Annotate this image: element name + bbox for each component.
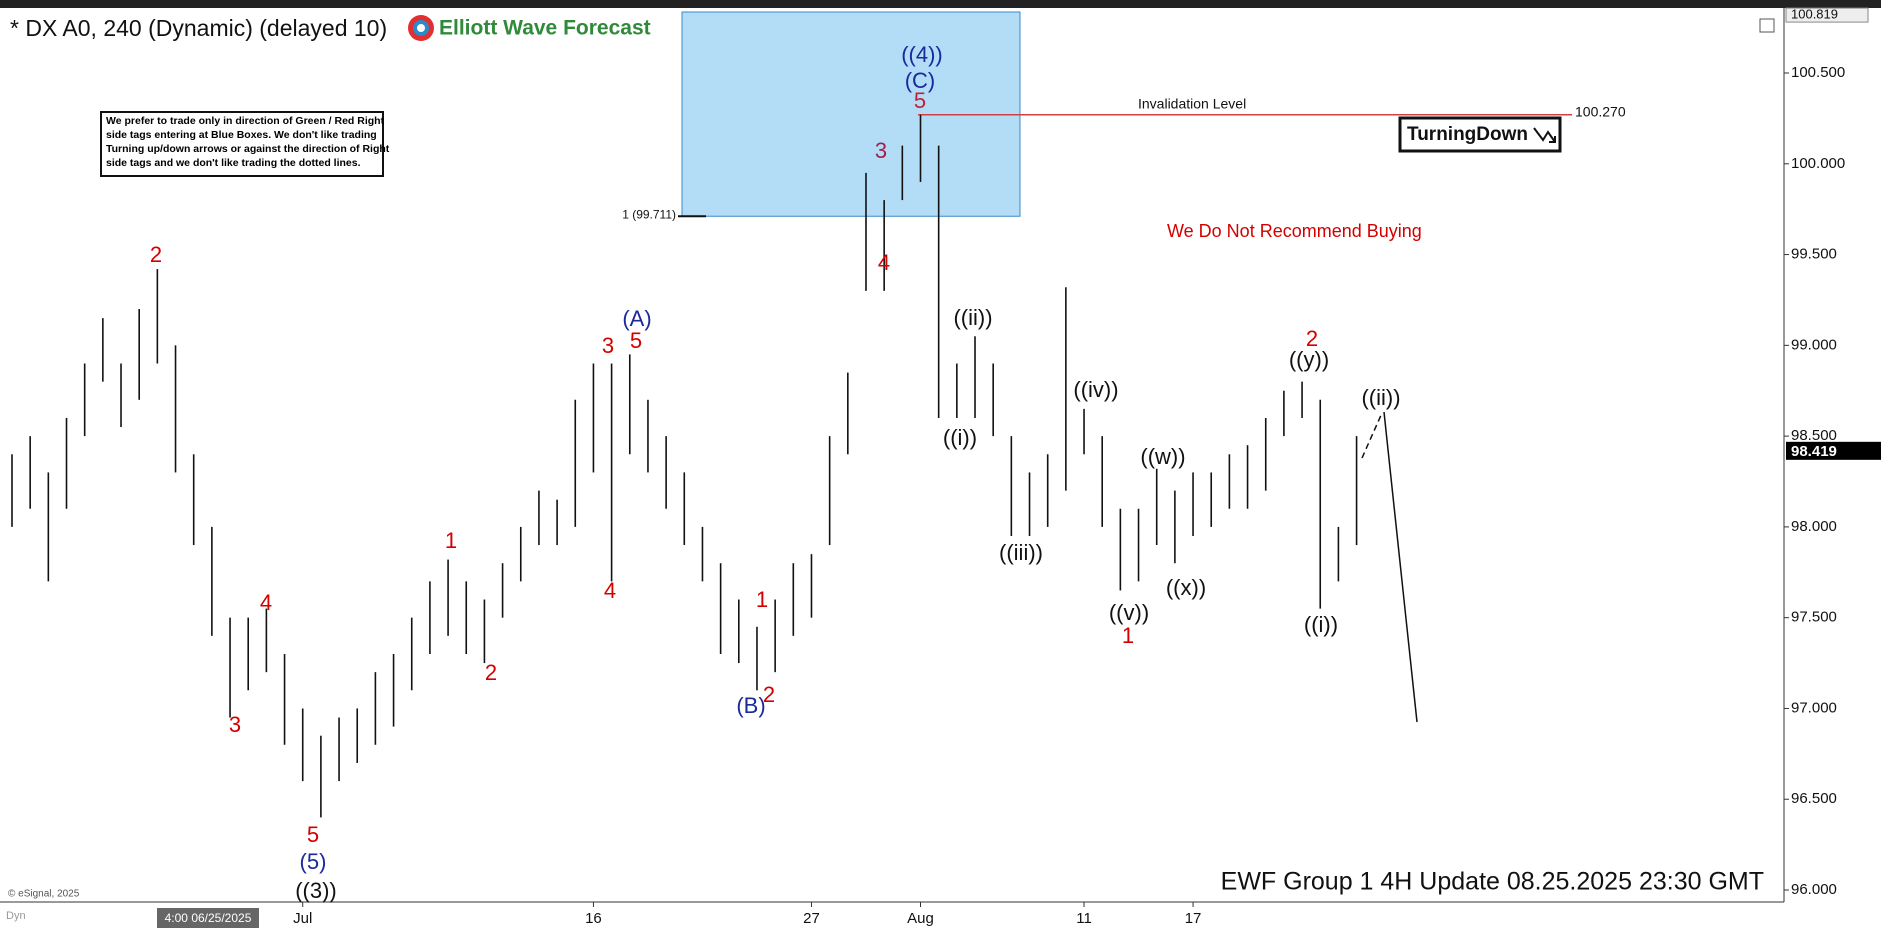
wave-label: 5: [307, 822, 319, 847]
wave-label: ((3)): [295, 878, 337, 903]
wave-label: ((i)): [943, 425, 977, 450]
brand: Elliott Wave Forecast: [439, 17, 651, 40]
wave-label: 4: [878, 250, 890, 275]
wave-label: 5: [630, 328, 642, 353]
blue-box-label: 1 (99.711): [622, 207, 676, 221]
disclaimer-line: side tags entering at Blue Boxes. We don…: [106, 129, 377, 141]
y-tick-label: 100.500: [1791, 64, 1845, 81]
wave-label: 1: [756, 587, 768, 612]
x-tick-label: 16: [585, 910, 602, 927]
wave-label: 3: [229, 712, 241, 737]
cursor-box: [157, 908, 259, 928]
invalidation-text: Invalidation Level: [1138, 95, 1246, 111]
last-price-label: 98.419: [1791, 443, 1837, 460]
disclaimer-line: Turning up/down arrows or against the di…: [106, 143, 390, 155]
wave-label: (5): [300, 849, 327, 874]
copyright: © eSignal, 2025: [8, 889, 80, 900]
wave-label: (A): [622, 306, 651, 331]
y-tick-label: 100.000: [1791, 155, 1845, 172]
wave-label: ((i)): [1304, 612, 1338, 637]
x-tick-label: 27: [803, 910, 820, 927]
wave-label: ((y)): [1289, 347, 1329, 372]
invalidation-value: 100.270: [1575, 103, 1626, 119]
disclaimer-line: We prefer to trade only in direction of …: [106, 115, 385, 127]
wave-label: ((w)): [1140, 444, 1185, 469]
y-tick-label: 97.000: [1791, 699, 1837, 716]
wave-label: 2: [485, 660, 497, 685]
wave-label: 2: [150, 242, 162, 267]
wave-label: ((x)): [1166, 575, 1206, 600]
y-tick-label: 99.000: [1791, 336, 1837, 353]
x-tick-label: 11: [1076, 910, 1092, 927]
wave-label: 2: [763, 682, 775, 707]
mode: Dyn: [6, 910, 26, 922]
wave-label: ((iv)): [1073, 377, 1118, 402]
cursor-label: 4:00 06/25/2025: [165, 911, 252, 925]
y-tick-label: 98.000: [1791, 518, 1837, 535]
warning: We Do Not Recommend Buying: [1167, 221, 1422, 241]
y-tick-label: 96.500: [1791, 790, 1837, 807]
disclaimer-line: side tags and we don't like trading the …: [106, 157, 361, 169]
wave-label: ((4)): [901, 42, 943, 67]
wave-label: 5: [914, 88, 926, 113]
wave-label: 1: [445, 528, 457, 553]
disclaimer-box: [100, 111, 384, 177]
top-price-label: 100.819: [1791, 7, 1838, 22]
wave-label: ((ii)): [1361, 385, 1400, 410]
y-tick-label: 97.500: [1791, 609, 1837, 626]
x-tick-label: 17: [1185, 910, 1202, 927]
y-tick-label: 96.000: [1791, 881, 1837, 898]
turning-down-arrow: [1533, 127, 1556, 143]
projection-dashed: [1361, 412, 1383, 459]
chart-title: * DX A0, 240 (Dynamic) (delayed 10): [10, 15, 387, 41]
wave-label: 3: [602, 333, 614, 358]
wave-label: ((ii)): [953, 305, 992, 330]
projection-line: [1383, 411, 1418, 723]
wave-label: 3: [875, 138, 887, 163]
wave-label: 2: [1306, 326, 1318, 351]
y-tick-label: 99.500: [1791, 246, 1837, 263]
footer: EWF Group 1 4H Update 08.25.2025 23:30 G…: [1221, 868, 1764, 896]
maximize-icon[interactable]: [1759, 18, 1775, 33]
wave-label: (C): [905, 68, 936, 93]
logo-core: [417, 24, 425, 32]
turning-down-tag: TurningDown: [1407, 124, 1528, 145]
last-price-box: [1786, 441, 1881, 460]
x-tick-label: Aug: [907, 910, 934, 927]
y-tick-label: 98.500: [1791, 427, 1837, 444]
turning-down-box: [1398, 116, 1562, 153]
wave-label: ((v)): [1109, 600, 1149, 625]
wave-label: ((iii)): [999, 540, 1043, 565]
wave-label: 4: [260, 590, 272, 615]
wave-label: 4: [604, 578, 616, 603]
wave-label: 1: [1122, 623, 1134, 648]
top-band: [0, 0, 1881, 8]
wave-label: (B): [736, 693, 765, 718]
top-price-box: [1785, 7, 1869, 23]
x-tick-label: Jul: [293, 910, 312, 927]
